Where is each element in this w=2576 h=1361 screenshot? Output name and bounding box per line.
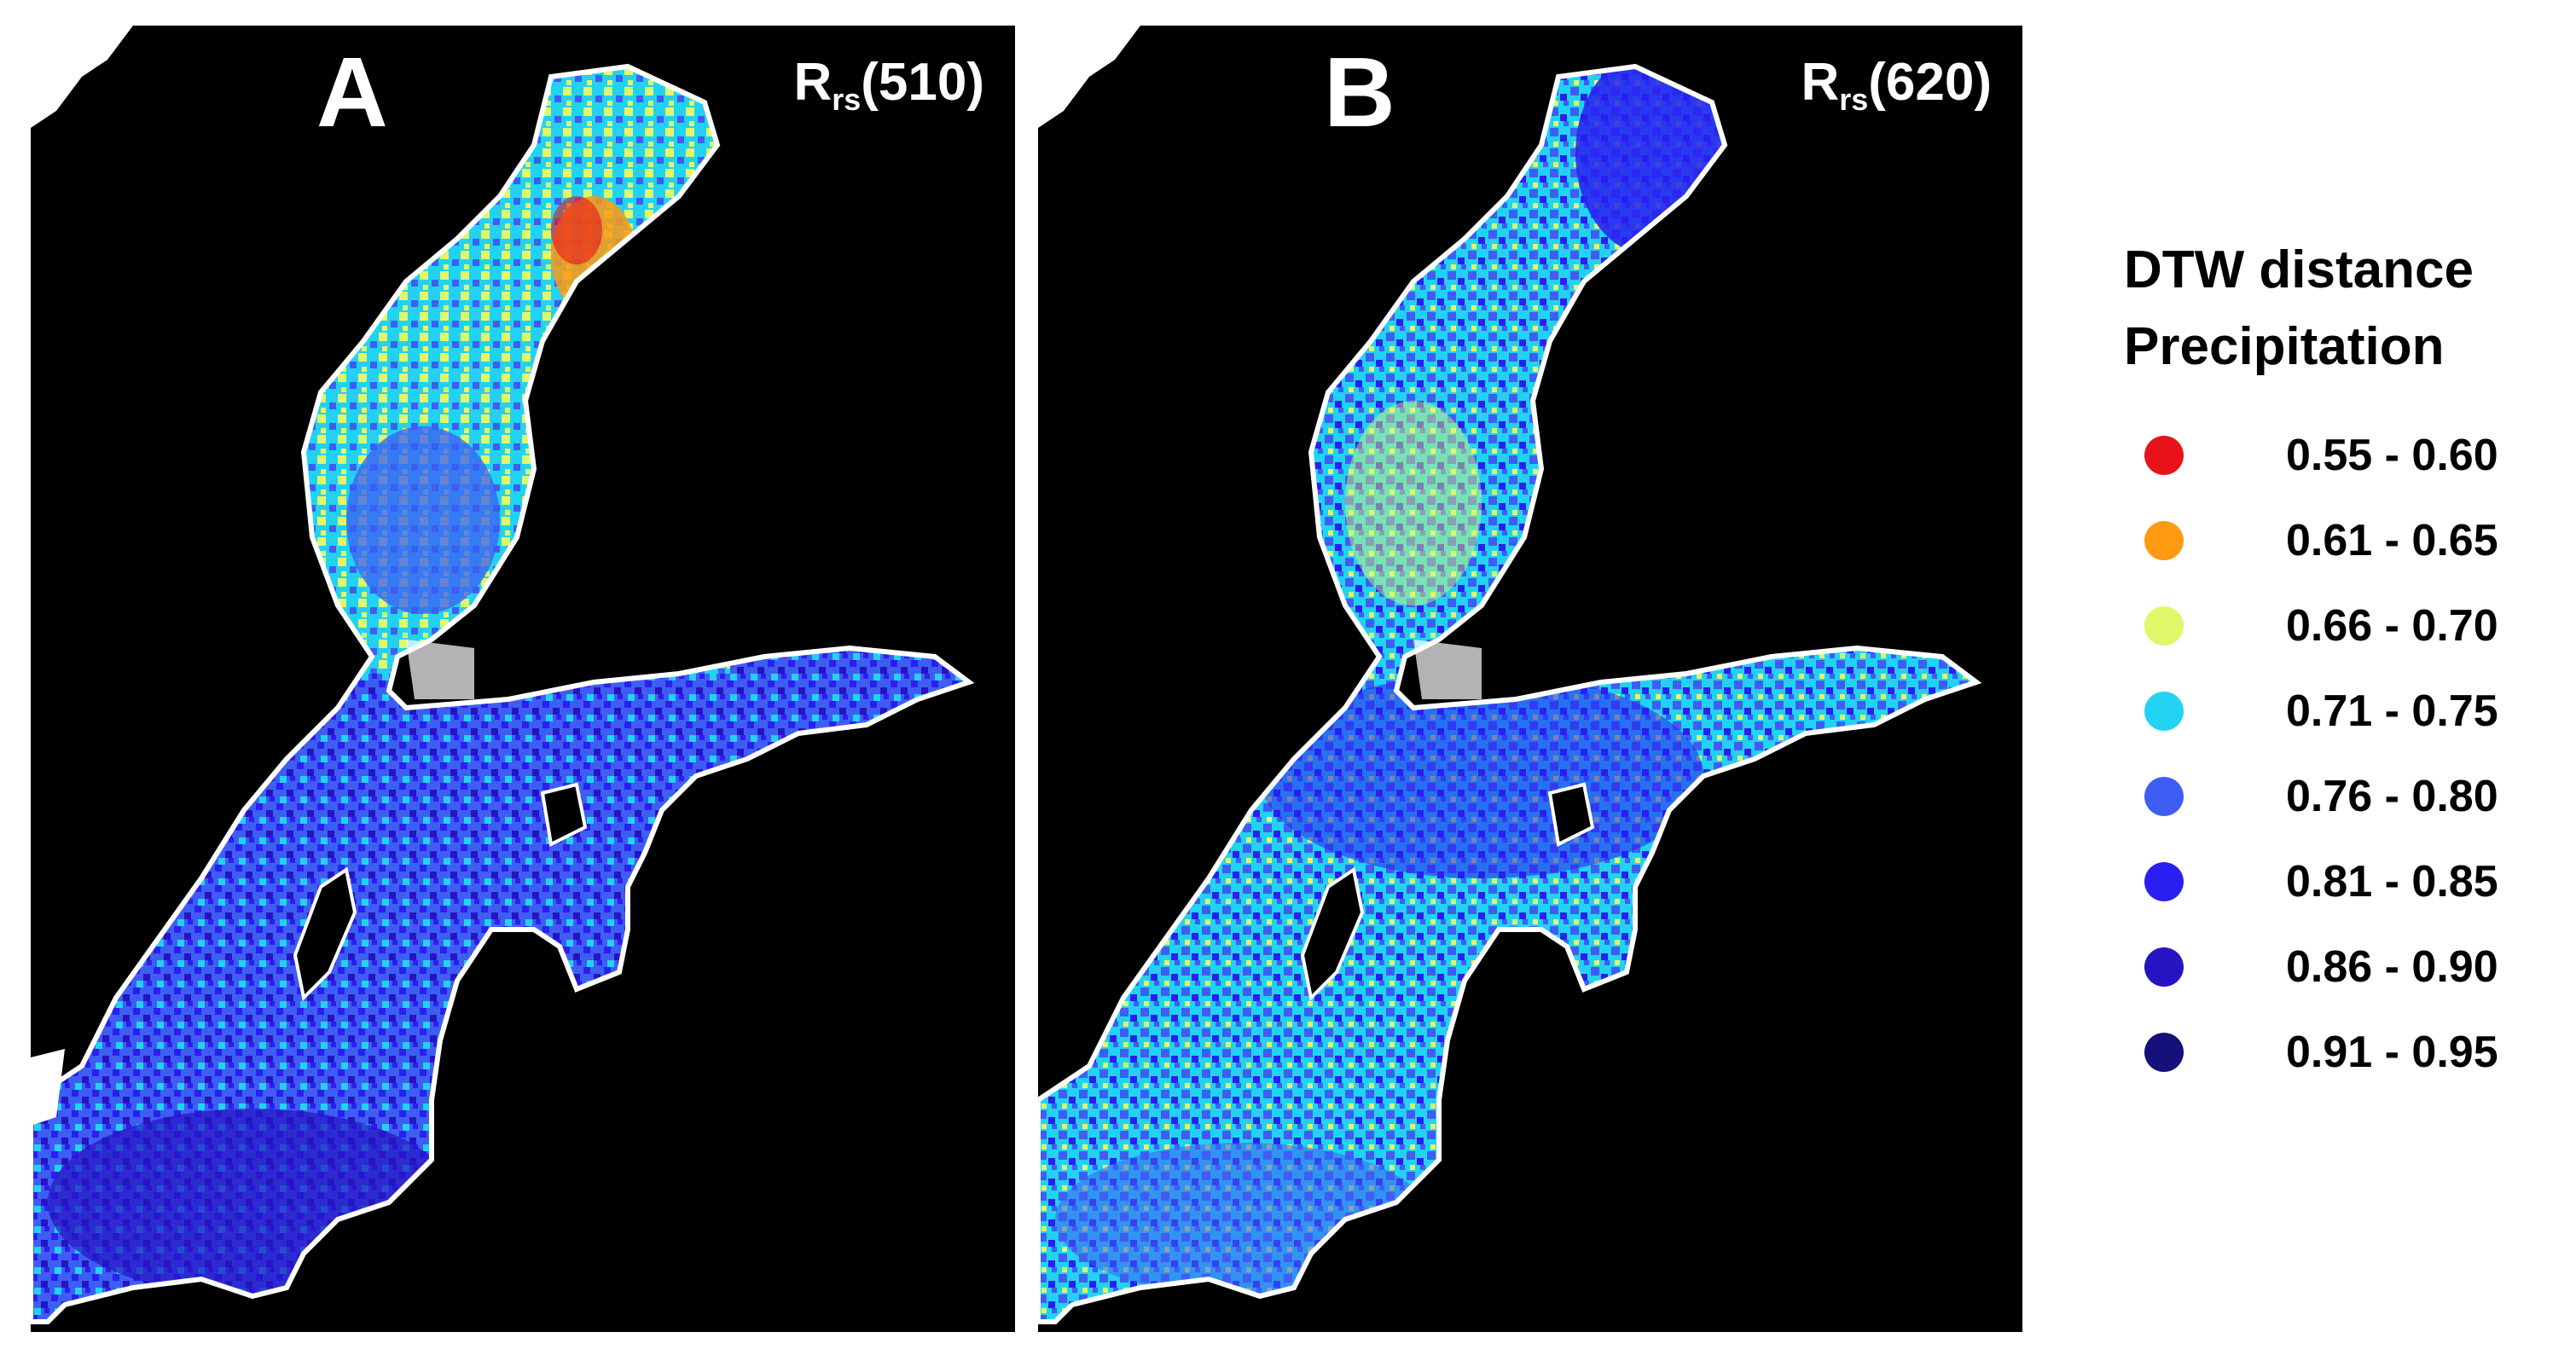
map-panel-b: B Rrs(620) — [1038, 26, 2022, 1332]
legend-item: 0.61 - 0.65 — [2124, 498, 2567, 583]
panel-label-b-main: R — [1801, 53, 1840, 112]
legend-title-line2: Precipitation — [2124, 316, 2445, 376]
legend-range: 0.76 - 0.80 — [2286, 771, 2498, 821]
panel-label-a-main: R — [793, 53, 833, 112]
legend: DTW distance Precipitation 0.55 - 0.60 0… — [2124, 232, 2567, 1095]
legend-item: 0.91 - 0.95 — [2124, 1010, 2567, 1095]
baltic-sea-map-a — [31, 26, 975, 1324]
legend-range: 0.55 - 0.60 — [2286, 430, 2498, 480]
legend-item: 0.86 - 0.90 — [2124, 924, 2567, 1010]
legend-dot — [2144, 520, 2184, 560]
legend-range: 0.66 - 0.70 — [2286, 600, 2498, 651]
panel-label-b-sub: rs — [1839, 82, 1869, 117]
legend-dot — [2144, 691, 2184, 731]
legend-dot — [2144, 861, 2184, 901]
legend-item: 0.81 - 0.85 — [2124, 839, 2567, 924]
legend-item: 0.66 - 0.70 — [2124, 583, 2567, 669]
legend-item: 0.55 - 0.60 — [2124, 413, 2567, 498]
legend-range: 0.91 - 0.95 — [2286, 1027, 2498, 1077]
legend-range: 0.61 - 0.65 — [2286, 515, 2498, 565]
baltic-sea-map-b — [1038, 26, 1982, 1324]
panel-letter-a: A — [316, 37, 388, 148]
legend-dot — [2144, 605, 2184, 646]
panel-label-a-suffix: (510) — [861, 53, 984, 112]
legend-range: 0.86 - 0.90 — [2286, 941, 2498, 992]
legend-item: 0.71 - 0.75 — [2124, 669, 2567, 754]
legend-list: 0.55 - 0.60 0.61 - 0.65 0.66 - 0.70 0.71… — [2124, 413, 2567, 1095]
panel-label-b-suffix: (620) — [1868, 53, 1992, 112]
legend-item: 0.76 - 0.80 — [2124, 754, 2567, 839]
panel-label-a: Rrs(510) — [793, 56, 984, 115]
legend-range: 0.71 - 0.75 — [2286, 686, 2498, 736]
legend-dot — [2144, 947, 2184, 987]
legend-dot — [2144, 776, 2184, 816]
panel-label-a-sub: rs — [832, 82, 862, 117]
legend-title-line1: DTW distance — [2124, 240, 2474, 299]
panel-label-b: Rrs(620) — [1801, 56, 1992, 115]
panel-letter-b: B — [1324, 37, 1395, 148]
legend-title: DTW distance Precipitation — [2124, 232, 2567, 385]
map-panel-a: A Rrs(510) — [31, 26, 1015, 1332]
legend-range: 0.81 - 0.85 — [2286, 856, 2498, 906]
legend-dot — [2144, 435, 2184, 475]
legend-dot — [2144, 1032, 2184, 1072]
